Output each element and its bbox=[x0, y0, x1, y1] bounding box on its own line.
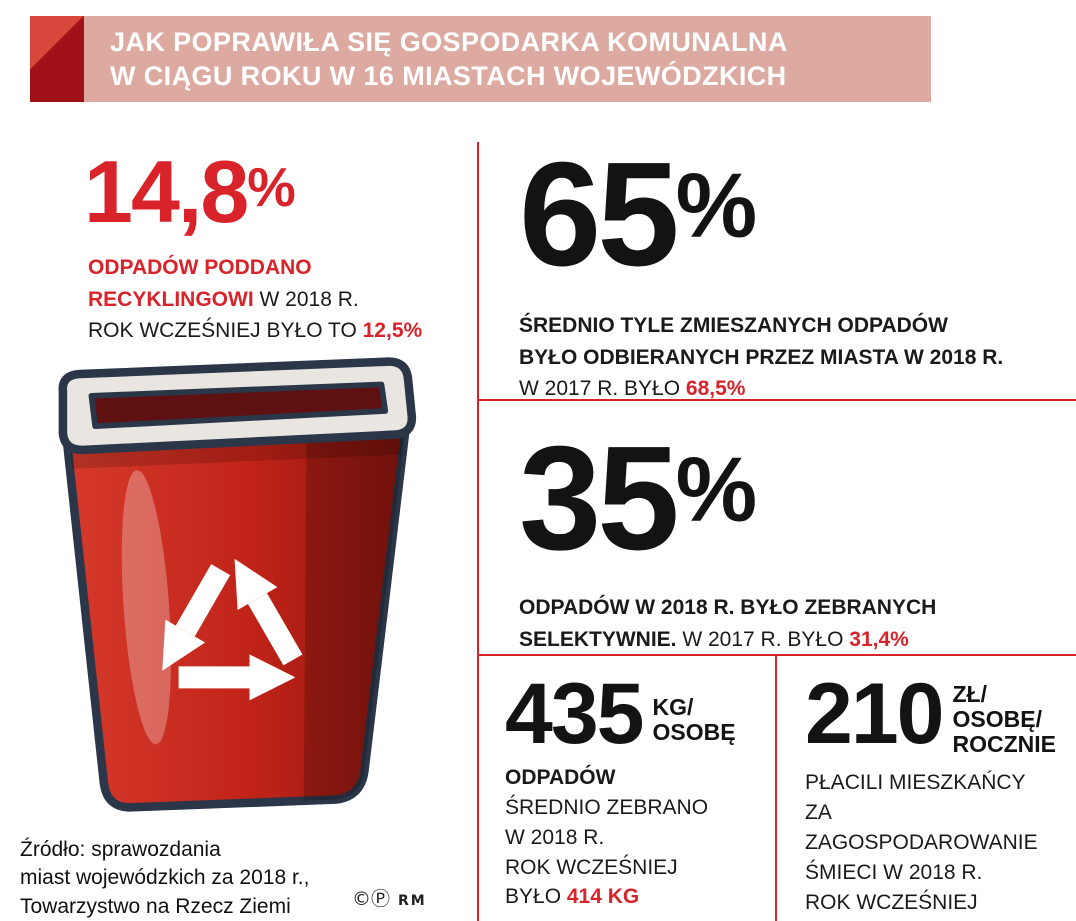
stat-recycling-number: 14,8 bbox=[84, 142, 249, 241]
divider-horizontal-2 bbox=[477, 654, 1076, 656]
unit-line: OSOBĘ bbox=[652, 719, 736, 746]
caption-line: PŁACILI 195 ZŁ bbox=[805, 918, 1067, 921]
source-line3: Towarzystwo na Rzecz Ziemi bbox=[20, 894, 291, 918]
caption-line: ZA ZAGOSPODAROWANIE bbox=[805, 801, 1038, 855]
caption-prev-value: 31,4% bbox=[849, 627, 909, 651]
caption-line: ŚMIECI W 2018 R. bbox=[805, 860, 983, 884]
stat-recycling-caption: ODPADÓW PODDANO RECYKLINGOWI W 2018 R. R… bbox=[88, 252, 422, 347]
caption-bold-text: SELEKTYWNIE. bbox=[519, 627, 677, 651]
percent-sign: % bbox=[247, 156, 296, 218]
caption-bold-line: ODPADÓW bbox=[505, 766, 616, 790]
stat-kg-value: 435 bbox=[505, 666, 644, 762]
caption-line: ŚREDNIO ZEBRANO bbox=[505, 795, 709, 819]
percent-sign: % bbox=[675, 155, 758, 258]
bin-opening bbox=[88, 381, 389, 429]
bin-highlight bbox=[121, 470, 172, 745]
caption-bold-line: BYŁO ODBIERANYCH PRZEZ MIASTA W 2018 R. bbox=[519, 345, 1004, 369]
caption-prev-prefix: ROK WCZEŚNIEJ BYŁO TO bbox=[88, 319, 363, 342]
divider-vertical-bottom bbox=[775, 656, 777, 921]
stat-recycling-value: 14,8% bbox=[84, 142, 296, 241]
caption-line: PŁACILI MIESZKAŃCY bbox=[805, 771, 1026, 795]
caption-line: RECYKLINGOWI W 2018 R. bbox=[88, 284, 422, 316]
caption-line: SELEKTYWNIE. W 2017 R. BYŁO 31,4% bbox=[519, 624, 936, 656]
caption-line: BYŁO 414 KG bbox=[505, 882, 763, 912]
bin-body bbox=[62, 419, 411, 812]
divider-horizontal-1 bbox=[477, 399, 1076, 401]
source-note: Źródło: sprawozdania miast wojewódzkich … bbox=[20, 836, 309, 921]
page-title-line2: W CIĄGU ROKU W 16 MIASTACH WOJEWÓDZKICH bbox=[110, 61, 787, 91]
stat-selective-caption: ODPADÓW W 2018 R. BYŁO ZEBRANYCH SELEKTY… bbox=[519, 592, 936, 655]
stat-cost-per-person: 210 ZŁ/ OSOBĘ/ ROCZNIE PŁACILI MIESZKAŃC… bbox=[805, 666, 1067, 921]
recycling-bin-icon bbox=[58, 357, 417, 812]
unit-line: ZŁ/ bbox=[952, 681, 988, 707]
caption-prev-value: 12,5% bbox=[362, 319, 423, 342]
stat-zl-value: 210 bbox=[805, 666, 944, 762]
header-banner: JAK POPRAWIŁA SIĘ GOSPODARKA KOMUNALNA W… bbox=[84, 16, 931, 102]
stat-selective-waste: 35% ODPADÓW W 2018 R. BYŁO ZEBRANYCH SEL… bbox=[519, 425, 936, 655]
caption-line: ROK WCZEŚNIEJ bbox=[505, 855, 678, 879]
credits-initials: RM bbox=[398, 893, 427, 909]
credits: ©Ⓟ RM bbox=[352, 884, 427, 911]
unit-line: ROCZNIE bbox=[952, 730, 1057, 757]
page-title-line1: JAK POPRAWIŁA SIĘ GOSPODARKA KOMUNALNA bbox=[110, 27, 788, 57]
percent-sign: % bbox=[675, 439, 758, 542]
caption-line: W 2018 R. bbox=[505, 825, 605, 849]
unit-line: OSOBĘ/ bbox=[952, 705, 1042, 732]
recycling-bin-illustration bbox=[8, 356, 444, 830]
divider-vertical-main bbox=[477, 142, 479, 921]
stat-kg-per-person: 435 KG/ OSOBĘ ODPADÓW ŚREDNIO ZEBRANO W … bbox=[505, 666, 763, 912]
caption-red-text: RECYKLINGOWI bbox=[88, 287, 254, 311]
caption-red-text: ODPADÓW PODDANO bbox=[88, 256, 312, 279]
caption-prev-value: 414 KG bbox=[566, 885, 640, 909]
caption-line: W 2017 R. BYŁO 68,5% bbox=[519, 373, 1003, 405]
source-line1: Źródło: sprawozdania bbox=[20, 838, 221, 861]
caption-prev-prefix: BYŁO bbox=[505, 885, 567, 909]
stat-mixed-waste: 65% ŚREDNIO TYLE ZMIESZANYCH ODPADÓW BYŁ… bbox=[519, 141, 1003, 405]
stat-mixed-caption: ŚREDNIO TYLE ZMIESZANYCH ODPADÓW BYŁO OD… bbox=[519, 310, 1003, 405]
bin-shadow bbox=[303, 424, 407, 801]
stat-kg-number-row: 435 KG/ OSOBĘ bbox=[505, 666, 763, 762]
stat-zl-caption: PŁACILI MIESZKAŃCY ZA ZAGOSPODAROWANIE Ś… bbox=[805, 768, 1067, 921]
stat-selective-value: 35% bbox=[519, 425, 936, 573]
caption-line: ODPADÓW PODDANO bbox=[88, 252, 422, 284]
stat-kg-caption: ODPADÓW ŚREDNIO ZEBRANO W 2018 R. ROK WC… bbox=[505, 763, 763, 912]
stat-kg-unit: KG/ OSOBĘ bbox=[653, 695, 736, 751]
stat-mixed-number: 65 bbox=[519, 132, 680, 297]
caption-prev-prefix: W 2017 R. BYŁO bbox=[519, 377, 686, 401]
caption-line: ROK WCZEŚNIEJ bbox=[805, 890, 978, 914]
stat-zl-unit: ZŁ/ OSOBĘ/ ROCZNIE bbox=[953, 678, 1057, 756]
stat-recycling: 14,8% bbox=[84, 148, 296, 236]
stat-mixed-value: 65% bbox=[519, 141, 1003, 289]
caption-prev-prefix: W 2017 R. BYŁO bbox=[676, 627, 850, 651]
caption-prev-value: 68,5% bbox=[685, 377, 746, 401]
caption-bold-line: ŚREDNIO TYLE ZMIESZANYCH ODPADÓW bbox=[519, 314, 948, 338]
caption-line: ROK WCZEŚNIEJ BYŁO TO 12,5% bbox=[88, 315, 422, 347]
caption-black-text: W 2018 R. bbox=[253, 287, 359, 311]
stat-zl-number-row: 210 ZŁ/ OSOBĘ/ ROCZNIE bbox=[805, 666, 1067, 762]
source-line2: miast wojewódzkich za 2018 r., bbox=[20, 866, 310, 890]
corner-square-logo bbox=[30, 16, 84, 102]
recycle-symbol-icon bbox=[162, 558, 303, 701]
caption-bold-line: ODPADÓW W 2018 R. BYŁO ZEBRANYCH bbox=[519, 596, 937, 620]
copyright-icons: ©Ⓟ bbox=[352, 888, 391, 910]
unit-line: KG/ bbox=[652, 694, 694, 721]
header: JAK POPRAWIŁA SIĘ GOSPODARKA KOMUNALNA W… bbox=[30, 16, 931, 102]
stat-selective-number: 35 bbox=[519, 416, 680, 581]
